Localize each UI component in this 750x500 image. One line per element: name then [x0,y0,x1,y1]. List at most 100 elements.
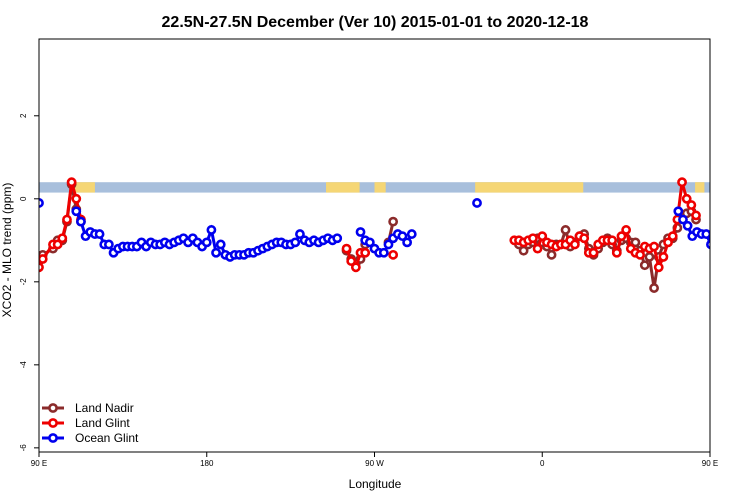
data-point [686,200,697,210]
land-ocean-strip [39,182,710,193]
data-point [206,225,217,235]
data-point [588,247,599,258]
data-point [360,247,371,258]
data-point [532,243,543,254]
data-point [402,237,413,248]
x-tick-label: 180 [200,459,214,468]
data-point [682,220,693,231]
data-point [76,216,86,227]
data-point [616,231,627,242]
legend-item: Land Glint [42,416,130,430]
series-land-glint [39,177,701,273]
series-ocean-glint [39,198,742,262]
data-point [701,229,710,239]
legend-item: Land Nadir [42,401,134,415]
data-point [62,214,72,225]
data-point [211,247,221,258]
data-point [295,229,305,239]
data-point [350,262,361,273]
data-point [649,241,659,252]
data-point [528,233,538,244]
data-point [677,177,687,188]
legend-label: Ocean Glint [75,431,139,445]
data-point [57,233,68,244]
data-point [341,243,352,254]
y-axis-label: XCO2 - MLO trend (ppm) [0,183,14,318]
x-tick-label: 0 [540,459,545,468]
data-point [673,206,684,217]
data-point [546,249,557,260]
chart-title: 22.5N-27.5N December (Ver 10) 2015-01-01… [162,14,589,31]
data-point [569,239,580,250]
data-point [726,243,733,250]
data-point [579,233,590,244]
y-tick-label: -4 [19,361,28,369]
land-strip-segment [70,182,95,193]
x-axis-label: Longitude [349,477,402,491]
data-point [721,245,728,252]
data-point [397,231,408,242]
data-point [52,239,63,250]
data-point [66,177,77,188]
data-point [346,256,357,266]
y-tick-label: -6 [19,444,28,452]
data-point [630,237,641,248]
land-strip-segment [374,182,386,193]
data-point [201,237,212,248]
data-point [406,229,417,239]
data-point [639,260,650,271]
data-point [388,216,399,227]
data-point [215,239,226,250]
data-point [621,225,632,235]
data-point [658,252,669,262]
data-point [332,233,343,244]
data-point [678,214,688,225]
data-point [94,229,105,239]
land-strip-segment [695,182,705,193]
data-point [691,210,701,221]
legend-item: Ocean Glint [42,431,139,445]
data-point [681,193,692,204]
x-tick-label: 90 E [31,459,47,468]
data-point [663,237,673,248]
data-point [717,247,724,254]
data-point [607,235,618,246]
axes-layer: 90 E 180 90 W 0 90 E 2 0 -2 -4 -6 [19,38,718,468]
data-point [388,249,399,260]
data-point [712,241,719,248]
series-layer [39,177,742,293]
y-tick-label: -2 [19,278,28,286]
land-strip-segment [475,182,584,193]
data-point [378,247,389,258]
legend-swatch-marker [48,403,58,413]
data-point [355,227,366,237]
series-line [514,181,698,273]
legend-swatch-marker [48,433,58,443]
data-point [103,239,114,250]
x-tick-label: 90 W [365,459,384,468]
data-point [39,254,48,264]
data-point [472,198,482,208]
data-point [706,239,710,250]
x-tick-label: 90 E [702,459,718,468]
data-point [667,231,678,242]
legend-swatch-marker [48,418,58,428]
legend-label: Land Glint [75,416,130,430]
data-point [735,243,742,250]
y-tick-label: 2 [19,113,28,118]
data-point [290,237,301,248]
data-point [635,249,646,260]
data-point [653,262,664,273]
data-point [560,225,571,235]
land-strip-segment [326,182,360,193]
data-point [71,206,82,217]
data-point [611,247,622,258]
data-point [649,283,659,293]
data-point [731,243,738,250]
data-point [644,252,655,262]
legend-label: Land Nadir [75,401,134,415]
data-point [71,193,82,204]
data-point [383,239,394,250]
